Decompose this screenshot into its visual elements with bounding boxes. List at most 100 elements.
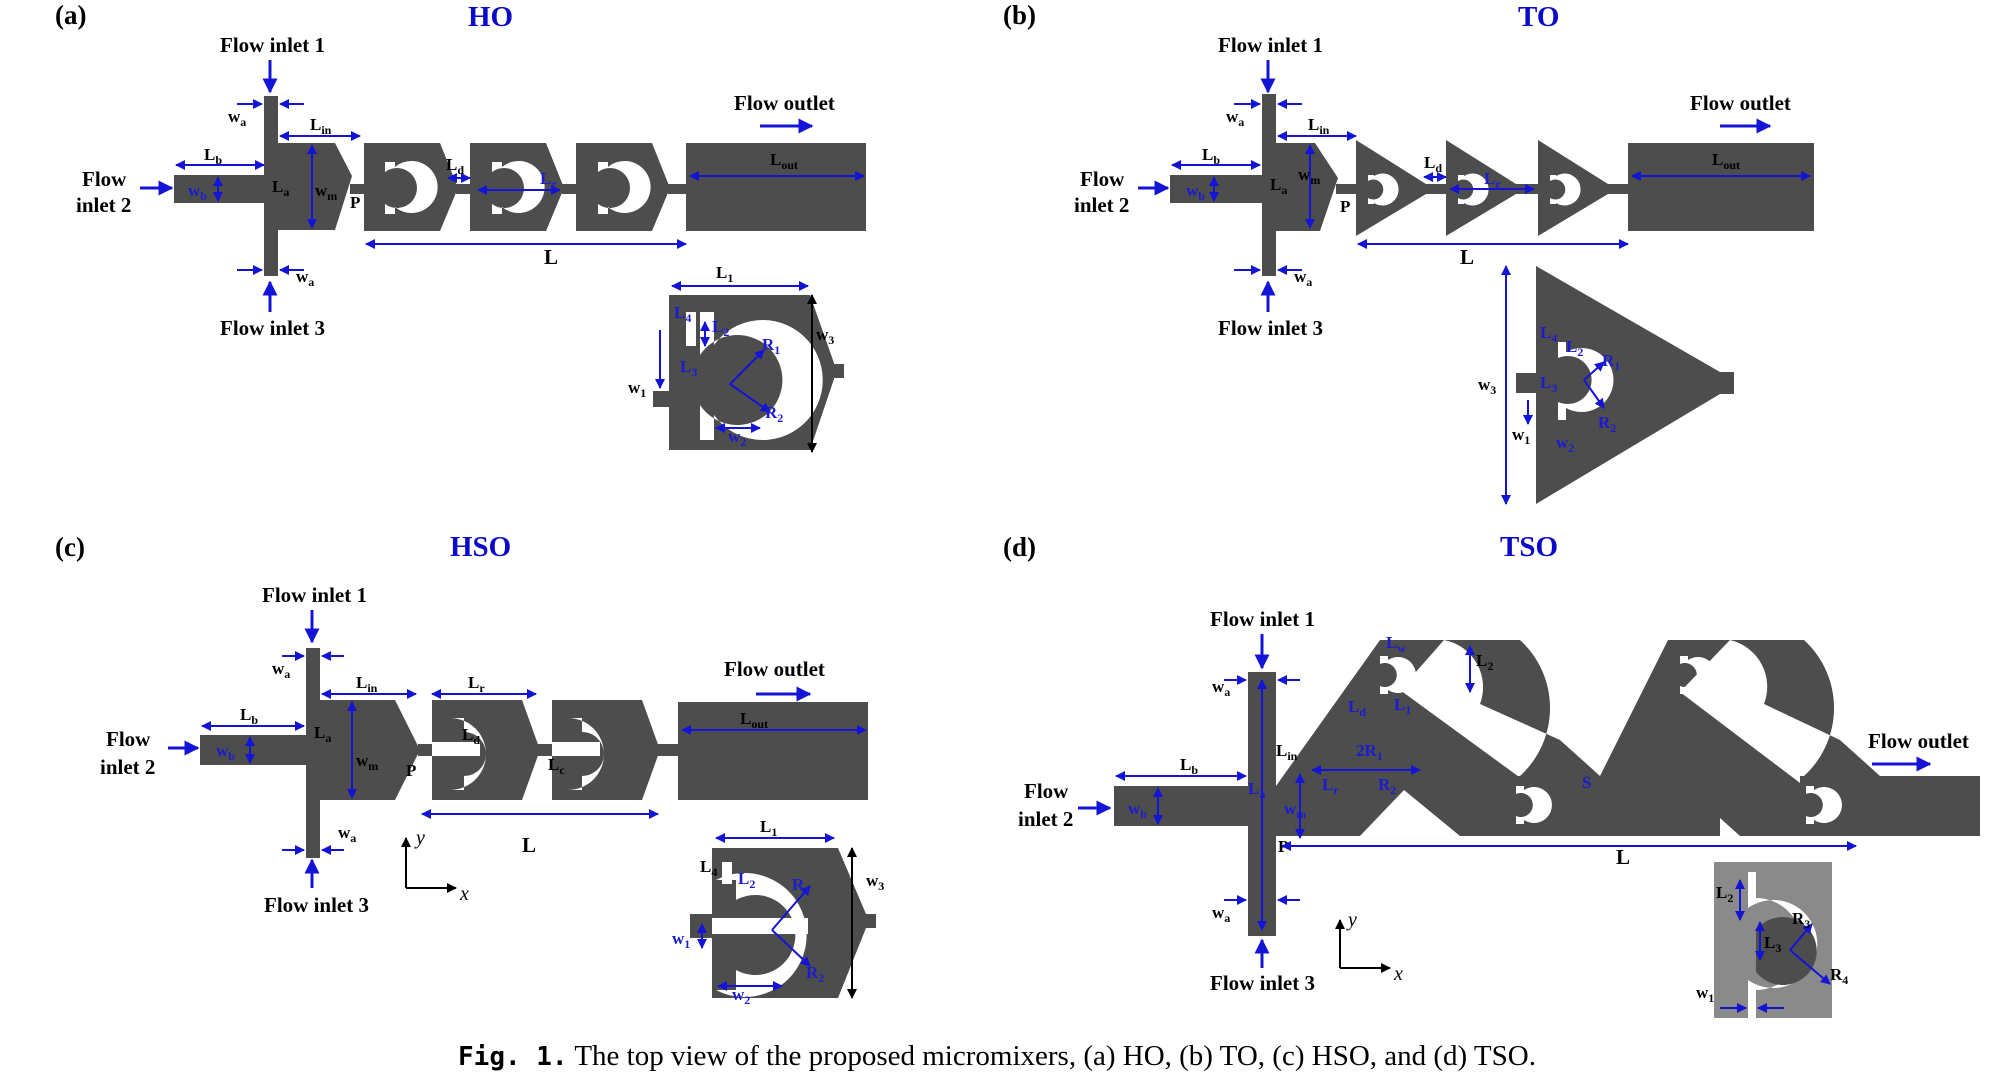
svg-text:wa: wa	[1212, 677, 1230, 699]
svg-text:Ld: Ld	[446, 155, 464, 177]
svg-text:w1: w1	[1696, 983, 1714, 1005]
svg-text:L: L	[544, 245, 558, 269]
panel-a-title: HO	[468, 1, 513, 33]
svg-text:R2: R2	[765, 403, 783, 425]
svg-text:w1: w1	[628, 378, 646, 400]
svg-text:Lb: Lb	[1180, 755, 1198, 777]
panel-b-letter: (b)	[1003, 0, 1036, 30]
flow-outlet-label: Flow outlet	[1690, 91, 1791, 115]
svg-text:R2: R2	[1598, 413, 1616, 435]
panel-d-letter: (d)	[1003, 532, 1036, 562]
svg-text:L1: L1	[716, 263, 733, 285]
svg-text:P: P	[1340, 197, 1350, 216]
svg-text:L: L	[1616, 845, 1630, 869]
svg-text:L: L	[522, 833, 536, 857]
svg-text:L4: L4	[674, 303, 691, 325]
svg-text:Ld: Ld	[462, 725, 480, 747]
svg-text:L: L	[1460, 245, 1474, 269]
svg-text:x: x	[459, 883, 469, 905]
svg-text:R4: R4	[1830, 965, 1848, 987]
panel-d-title: TSO	[1500, 531, 1558, 563]
svg-text:wa: wa	[272, 659, 290, 681]
svg-text:wb: wb	[1186, 181, 1205, 203]
svg-text:L2: L2	[1566, 337, 1583, 359]
svg-text:w1: w1	[672, 929, 690, 951]
svg-text:Ld: Ld	[1348, 697, 1366, 719]
svg-text:Lin: Lin	[1276, 741, 1298, 763]
svg-text:La: La	[1248, 779, 1265, 801]
flow-inlet-2-label-2: inlet 2	[1074, 193, 1129, 217]
svg-text:w2: w2	[728, 427, 746, 449]
panel-a-letter: (a)	[55, 0, 86, 30]
svg-text:L4: L4	[700, 857, 717, 879]
svg-text:R2: R2	[1378, 775, 1396, 797]
svg-text:w3: w3	[866, 871, 884, 893]
flow-inlet-2-label: Flow	[106, 727, 151, 751]
svg-text:w1: w1	[1512, 425, 1530, 447]
svg-text:Lr: Lr	[540, 169, 557, 191]
svg-text:w3: w3	[816, 325, 834, 347]
svg-text:wb: wb	[188, 181, 207, 203]
svg-text:La: La	[314, 723, 331, 745]
panel-b-title: TO	[1518, 1, 1559, 33]
svg-text:Lr: Lr	[1322, 775, 1339, 797]
flow-inlet-1-label: Flow inlet 1	[1210, 607, 1315, 631]
panel-d: (d) TSO Flow inlet 1 Flow inlet 2 Flow i…	[1003, 531, 1980, 1018]
svg-text:wa: wa	[296, 267, 314, 289]
hso-detail-unit: L1 L4 L2 R1 R2 w1 w2 w3	[672, 817, 884, 1007]
svg-text:wa: wa	[338, 823, 356, 845]
ho-detail-unit: L1 L4 L2 L3 w1 R1 R2 w2 w3	[628, 263, 844, 453]
flow-outlet-label: Flow outlet	[1868, 729, 1969, 753]
flow-inlet-3-label: Flow inlet 3	[264, 893, 369, 917]
svg-text:wm: wm	[356, 751, 378, 773]
flow-inlet-3-label: Flow inlet 3	[1210, 971, 1315, 995]
svg-text:R1: R1	[762, 335, 780, 357]
svg-text:Lout: Lout	[740, 709, 768, 731]
flow-inlet-2-label-2: inlet 2	[76, 193, 131, 217]
tso-detail-unit: L2 L3 R3 R4 w1	[1696, 862, 1848, 1018]
svg-text:S: S	[1582, 773, 1591, 792]
panel-b: (b) TO Flow inlet 1 Flow inlet 2 Flow in…	[1003, 0, 1814, 505]
svg-text:wb: wb	[216, 741, 235, 763]
svg-text:Lout: Lout	[770, 150, 798, 172]
svg-text:Lin: Lin	[310, 115, 332, 137]
svg-text:L2: L2	[738, 869, 755, 891]
flow-inlet-3-label: Flow inlet 3	[220, 316, 325, 340]
flow-outlet-label: Flow outlet	[734, 91, 835, 115]
caption-label: Fig. 1.	[458, 1042, 568, 1072]
svg-text:Lin: Lin	[1308, 115, 1330, 137]
flow-inlet-1-label: Flow inlet 1	[220, 33, 325, 57]
svg-text:Lr: Lr	[1484, 169, 1501, 191]
to-detail-unit: w3 L4 L2 L3 R1 R2 w1 w2	[1478, 265, 1734, 505]
svg-text:x: x	[1393, 963, 1403, 985]
hso-channel	[200, 648, 868, 858]
flow-inlet-2-label-2: inlet 2	[100, 755, 155, 779]
svg-text:P: P	[406, 761, 416, 780]
figure-caption: Fig. 1. The top view of the proposed mic…	[0, 1040, 1994, 1073]
flow-inlet-2-label-2: inlet 2	[1018, 807, 1073, 831]
svg-text:Lb: Lb	[240, 705, 258, 727]
flow-inlet-3-label: Flow inlet 3	[1218, 316, 1323, 340]
flow-inlet-1-label: Flow inlet 1	[1218, 33, 1323, 57]
svg-text:Ld: Ld	[1424, 153, 1442, 175]
svg-text:La: La	[1270, 175, 1287, 197]
svg-text:Lr: Lr	[468, 673, 485, 695]
svg-text:R2: R2	[806, 963, 824, 985]
flow-inlet-1-label: Flow inlet 1	[262, 583, 367, 607]
svg-text:wa: wa	[1294, 267, 1312, 289]
svg-text:R1: R1	[1602, 351, 1620, 373]
svg-text:Lout: Lout	[1712, 150, 1740, 172]
svg-text:P: P	[350, 193, 360, 212]
flow-inlet-2-label: Flow	[82, 167, 127, 191]
svg-text:wa: wa	[228, 107, 246, 129]
svg-text:Lb: Lb	[1202, 145, 1220, 167]
svg-text:y: y	[414, 827, 425, 849]
svg-text:L2: L2	[712, 317, 729, 339]
panel-c: (c) HSO Flow inlet 1 Flow inlet 2 Flow i…	[55, 531, 884, 1007]
flow-outlet-label: Flow outlet	[724, 657, 825, 681]
flow-inlet-2-label: Flow	[1024, 779, 1069, 803]
svg-text:La: La	[272, 177, 289, 199]
to-dimensions: wa wa Lb wb La Lin wm P Ld Lr Lout L	[1171, 99, 1811, 289]
svg-text:wa: wa	[1226, 107, 1244, 129]
svg-text:L4: L4	[1540, 323, 1557, 345]
